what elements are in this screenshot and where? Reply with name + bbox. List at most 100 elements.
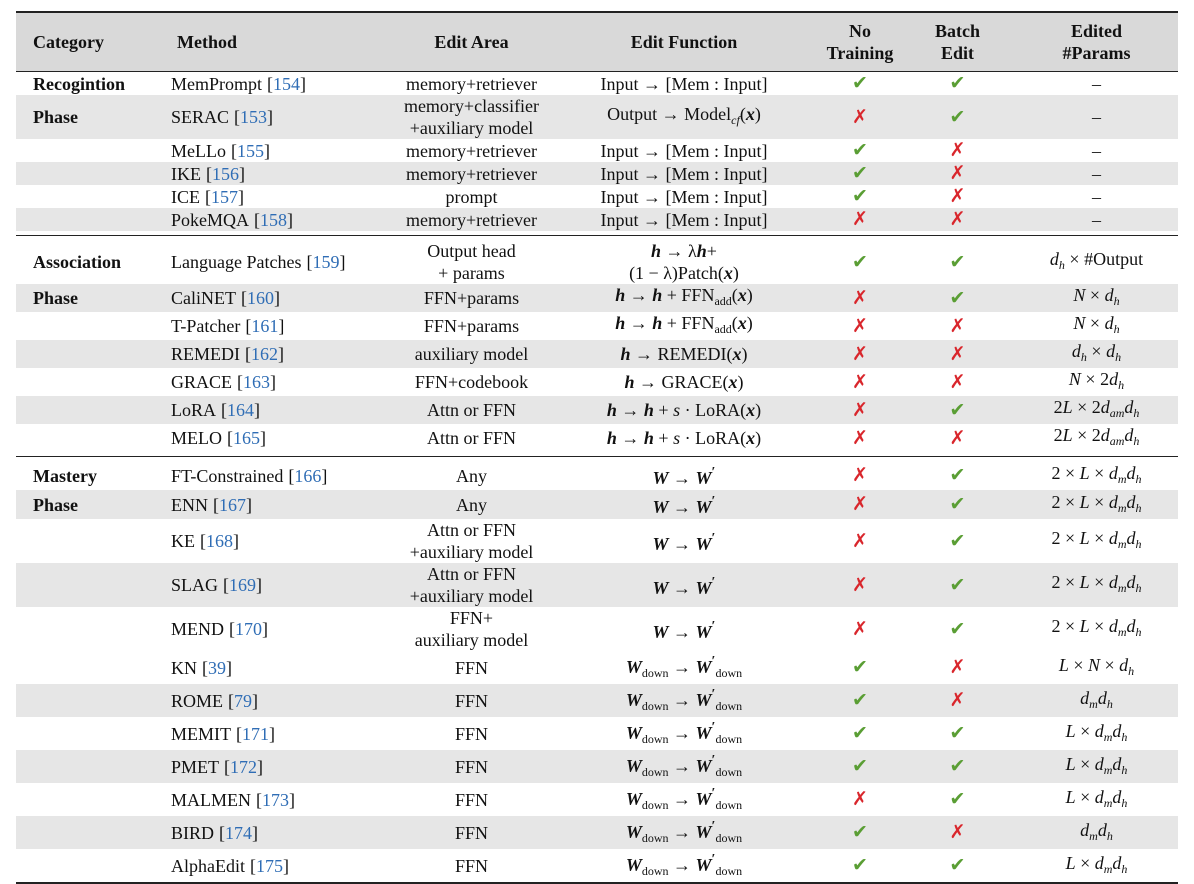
edit-function-line: Input → [Mem : Input] bbox=[548, 186, 820, 208]
citation-number[interactable]: 167 bbox=[219, 494, 246, 515]
citation[interactable]: [155] bbox=[231, 141, 270, 161]
citation[interactable]: [175] bbox=[250, 856, 289, 876]
table-row: LoRA [164] Attn or FFN h → h + s · LoRA(x) ✗… bbox=[16, 396, 1178, 424]
citation-number[interactable]: 164 bbox=[227, 400, 254, 420]
citation-number[interactable]: 170 bbox=[235, 619, 262, 639]
edit-area: FFN+codebook bbox=[414, 372, 529, 392]
citation[interactable]: [165] bbox=[227, 428, 266, 448]
edit-function-cell: h → REMEDI(x) bbox=[548, 340, 820, 368]
citation[interactable]: [166] bbox=[288, 466, 327, 486]
math-part: L bbox=[1065, 852, 1076, 873]
citation-number[interactable]: 174 bbox=[225, 822, 253, 843]
edit-area: FFN bbox=[454, 822, 489, 843]
no-training-cell: ✔ bbox=[820, 185, 900, 208]
citation-number[interactable]: 39 bbox=[208, 657, 226, 678]
edit-area-cell: FFN bbox=[395, 717, 548, 750]
math-part: m bbox=[1117, 471, 1127, 486]
math-part: W bbox=[695, 690, 712, 710]
math-part: h bbox=[1133, 406, 1140, 420]
citation[interactable]: [157] bbox=[205, 187, 244, 207]
citation[interactable]: [169] bbox=[223, 575, 262, 595]
bracket: ] bbox=[254, 400, 260, 420]
citation[interactable]: [170] bbox=[229, 619, 268, 639]
citation-number[interactable]: 168 bbox=[206, 531, 233, 551]
table-row: Association Language Patches [159] Output h… bbox=[16, 240, 1178, 284]
edit-area: + params bbox=[438, 263, 505, 283]
citation[interactable]: [156] bbox=[206, 164, 245, 184]
citation-number[interactable]: 158 bbox=[260, 209, 288, 230]
edit-area: FFN bbox=[454, 756, 489, 777]
separator-row bbox=[16, 235, 1178, 240]
citation-number[interactable]: 172 bbox=[230, 756, 258, 777]
citation[interactable]: [160] bbox=[241, 288, 280, 308]
citation[interactable]: [154] bbox=[267, 74, 306, 94]
math-part: d bbox=[1108, 462, 1118, 483]
citation-number[interactable]: 165 bbox=[233, 428, 260, 448]
math-part: (1 − λ)Patch( bbox=[629, 263, 724, 283]
edit-area-cell: FFN bbox=[395, 816, 548, 849]
citation[interactable]: [174] bbox=[219, 823, 258, 843]
citation[interactable]: [153] bbox=[234, 107, 273, 127]
citation-number[interactable]: 173 bbox=[262, 789, 289, 810]
citation-number[interactable]: 154 bbox=[273, 73, 301, 94]
citation-number[interactable]: 155 bbox=[236, 140, 264, 161]
status-mark: ✔ bbox=[949, 789, 966, 810]
citation[interactable]: [163] bbox=[237, 372, 276, 392]
citation-number[interactable]: 153 bbox=[240, 107, 268, 127]
math-part: → bbox=[625, 313, 653, 333]
math-part: h bbox=[643, 428, 654, 448]
citation[interactable]: [172] bbox=[224, 757, 263, 777]
citation[interactable]: [162] bbox=[245, 344, 284, 364]
citation[interactable]: [164] bbox=[221, 400, 260, 420]
edit-function-cell: Wdown → W′down bbox=[548, 816, 820, 849]
math-part: × bbox=[1089, 491, 1109, 512]
citation[interactable]: [168] bbox=[200, 531, 239, 551]
table-row: ROME [79] FFN Wdown → W′down ✔ ✗ dmdh bbox=[16, 684, 1178, 717]
math-part: d bbox=[1100, 397, 1110, 417]
batch-edit-cell: ✔ bbox=[900, 607, 1015, 651]
math-part: → bbox=[668, 723, 696, 743]
math-part: ′ bbox=[711, 819, 716, 834]
citation-number[interactable]: 161 bbox=[251, 316, 279, 336]
status-mark: ✗ bbox=[949, 427, 966, 449]
citation-number[interactable]: 156 bbox=[212, 163, 239, 184]
math-part: → bbox=[668, 533, 696, 554]
citation[interactable]: [158] bbox=[254, 210, 293, 230]
category-cell bbox=[16, 139, 160, 162]
citation-number[interactable]: 175 bbox=[256, 855, 283, 876]
header-line: No bbox=[849, 21, 871, 41]
citation[interactable]: [39] bbox=[202, 658, 232, 678]
batch-edit-cell: ✔ bbox=[900, 563, 1015, 607]
bracket: ] bbox=[257, 756, 264, 777]
bracket: [ bbox=[250, 855, 256, 876]
math-part: ( bbox=[731, 313, 738, 333]
edit-area: FFN+params bbox=[423, 316, 520, 336]
citation-number[interactable]: 160 bbox=[247, 288, 274, 308]
citation-number[interactable]: 159 bbox=[312, 252, 340, 272]
citation[interactable]: [159] bbox=[306, 252, 345, 272]
citation[interactable]: [167] bbox=[213, 495, 252, 515]
math-part: ) bbox=[732, 263, 739, 283]
citation[interactable]: [171] bbox=[236, 724, 275, 744]
citation-number[interactable]: 79 bbox=[234, 690, 253, 711]
citation-number[interactable]: 163 bbox=[243, 372, 271, 392]
math-part: down bbox=[715, 798, 743, 812]
citation-number[interactable]: 157 bbox=[211, 186, 238, 207]
math-part: L bbox=[1058, 654, 1069, 675]
citation-number[interactable]: 171 bbox=[242, 723, 269, 744]
citation-number[interactable]: 169 bbox=[229, 575, 257, 595]
math-part: Input → [Mem : Input] bbox=[600, 140, 768, 161]
edit-area: +auxiliary model bbox=[409, 586, 534, 606]
citation[interactable]: [79] bbox=[228, 691, 258, 711]
citation-number[interactable]: 162 bbox=[251, 344, 278, 364]
category-cell bbox=[16, 185, 160, 208]
citation-number[interactable]: 166 bbox=[294, 465, 322, 486]
citation[interactable]: [161] bbox=[245, 316, 284, 336]
method-cell: MemPrompt [154] bbox=[160, 72, 395, 96]
citation[interactable]: [173] bbox=[256, 790, 295, 810]
math-part: ′ bbox=[711, 753, 716, 768]
math-part: add bbox=[714, 322, 732, 336]
table-row: PokeMQA [158] memory+retriever Input → [Mem… bbox=[16, 208, 1178, 231]
edit-area: FFN bbox=[454, 789, 489, 810]
method-name: LoRA bbox=[171, 400, 216, 420]
